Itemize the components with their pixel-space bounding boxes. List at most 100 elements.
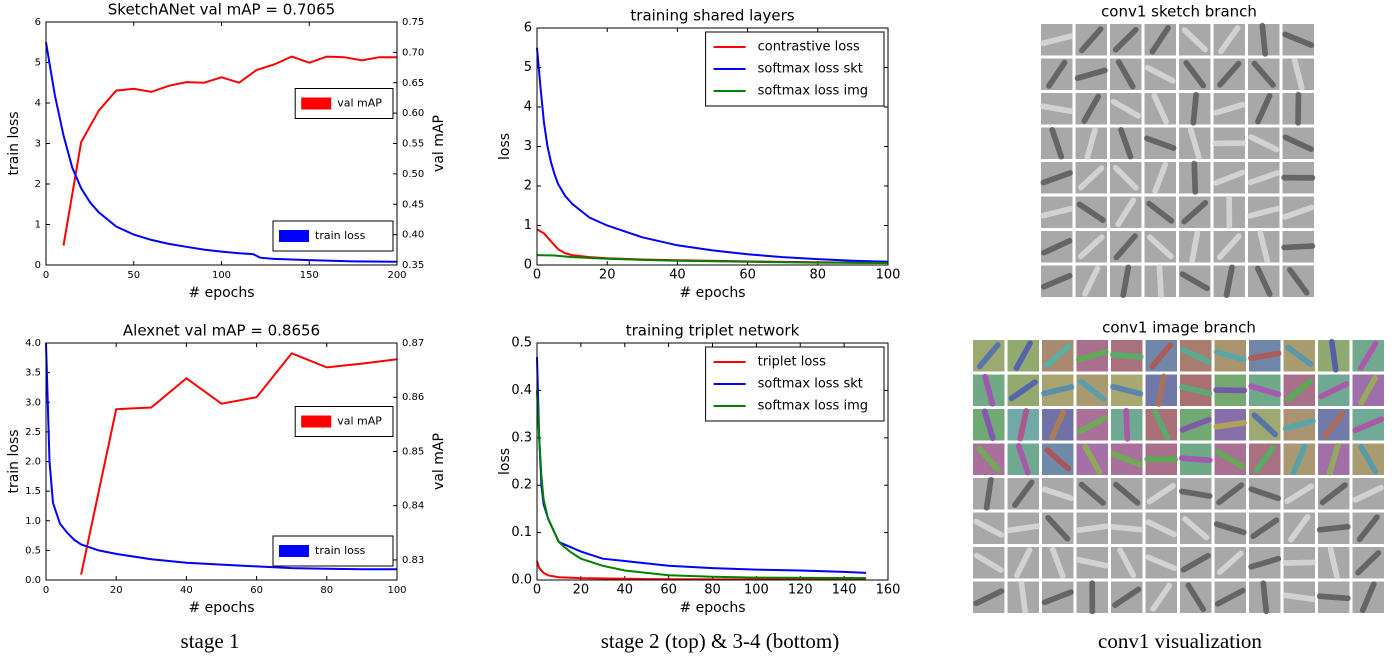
x-axis-label: # epochs xyxy=(679,285,745,301)
x-axis-label: # epochs xyxy=(679,600,745,616)
x-tick-label: 0 xyxy=(43,270,49,281)
y-axis-label: loss xyxy=(497,448,513,475)
x-tick-label: 40 xyxy=(669,268,686,283)
x-tick-label: 150 xyxy=(300,270,319,281)
y-tick-label: 1 xyxy=(35,220,41,231)
x-tick-label: 20 xyxy=(110,585,123,596)
caption: stage 2 (top) & 3-4 (bottom) xyxy=(601,629,840,653)
y2-tick-label: 0.65 xyxy=(402,78,424,89)
legend-swatch xyxy=(301,98,331,110)
filter-stroke xyxy=(1320,527,1348,530)
x-axis-label: # epochs xyxy=(188,600,254,616)
y-tick-label: 2.0 xyxy=(25,457,41,468)
y2-tick-label: 0.83 xyxy=(402,555,424,566)
grid-title: conv1 sketch branch xyxy=(1101,3,1257,21)
y-tick-label: 0.0 xyxy=(25,575,41,586)
y-tick-label: 4.0 xyxy=(25,338,41,349)
y-tick-label: 0.1 xyxy=(511,525,532,540)
legend-label: val mAP xyxy=(337,97,382,110)
x-tick-label: 60 xyxy=(660,583,677,598)
x-tick-label: 100 xyxy=(212,270,231,281)
y2-tick-label: 0.45 xyxy=(402,199,424,210)
y-axis-label: train loss xyxy=(6,429,22,493)
y-tick-label: 2.5 xyxy=(25,427,41,438)
x-tick-label: 20 xyxy=(599,268,616,283)
filter-stroke xyxy=(1113,527,1141,530)
y-tick-label: 1.0 xyxy=(25,516,41,527)
filter-grid xyxy=(1041,24,1314,297)
y-tick-label: 6 xyxy=(35,17,41,28)
y-tick-label: 0.5 xyxy=(511,336,532,351)
x-tick-label: 50 xyxy=(127,270,140,281)
x-tick-label: 0 xyxy=(43,585,49,596)
chart-title: training shared layers xyxy=(630,7,794,25)
y-tick-label: 0.2 xyxy=(511,478,532,493)
y-tick-label: 4 xyxy=(35,98,41,109)
filter-stroke xyxy=(1332,342,1336,370)
x-tick-label: 100 xyxy=(744,583,769,598)
x-tick-label: 80 xyxy=(320,585,333,596)
y-tick-label: 0.4 xyxy=(511,383,532,398)
y-tick-label: 0.5 xyxy=(25,545,41,556)
legend-swatch xyxy=(279,545,309,557)
y-tick-label: 5 xyxy=(35,58,41,69)
figure: stage 1 stage 2 (top) & 3-4 (bottom) con… xyxy=(0,0,1397,657)
filter-grid xyxy=(973,340,1384,613)
filter-stroke xyxy=(1113,355,1141,357)
y-axis-label: train loss xyxy=(6,111,22,175)
y2-tick-label: 0.50 xyxy=(402,169,424,180)
x-tick-label: 60 xyxy=(250,585,263,596)
x-tick-label: 80 xyxy=(704,583,721,598)
x-tick-label: 40 xyxy=(616,583,633,598)
filter-stroke xyxy=(1182,458,1210,460)
filter-stroke xyxy=(1262,26,1265,54)
y2-tick-label: 0.55 xyxy=(402,139,424,150)
filter-stroke xyxy=(1263,583,1266,611)
y2-tick-label: 0.85 xyxy=(402,446,424,457)
y-tick-label: 0.3 xyxy=(511,430,532,445)
x-axis-label: # epochs xyxy=(188,285,254,301)
legend-label: triplet loss xyxy=(758,355,826,370)
y-tick-label: 0 xyxy=(524,258,532,273)
legend-label: softmax loss img xyxy=(758,399,868,414)
x-tick-label: 140 xyxy=(832,583,857,598)
chart-title: training triplet network xyxy=(626,322,800,340)
x-tick-label: 0 xyxy=(533,583,541,598)
x-tick-label: 0 xyxy=(533,268,541,283)
x-tick-label: 100 xyxy=(387,585,406,596)
y-tick-label: 3 xyxy=(35,139,41,150)
chart-title: SketchANet val mAP = 0.7065 xyxy=(108,1,335,19)
series-line xyxy=(64,57,398,246)
y2-tick-label: 0.70 xyxy=(402,47,424,58)
y2-tick-label: 0.84 xyxy=(402,501,424,512)
grid-title: conv1 image branch xyxy=(1102,319,1256,337)
series-line xyxy=(46,343,397,569)
y2-tick-label: 0.35 xyxy=(402,260,424,271)
legend-label: train loss xyxy=(315,229,366,242)
caption: conv1 visualization xyxy=(1098,629,1262,653)
x-tick-label: 120 xyxy=(788,583,813,598)
filter-stroke xyxy=(1021,583,1025,611)
caption: stage 1 xyxy=(181,629,240,653)
y-tick-label: 2 xyxy=(35,179,41,190)
x-tick-label: 160 xyxy=(876,583,901,598)
y2-tick-label: 0.40 xyxy=(402,230,424,241)
filter-stroke xyxy=(1009,526,1037,530)
y-tick-label: 0 xyxy=(35,260,41,271)
y2-axis-label: val mAP xyxy=(431,115,447,172)
chart-title: Alexnet val mAP = 0.8656 xyxy=(123,322,320,340)
x-tick-label: 100 xyxy=(876,268,901,283)
x-tick-label: 60 xyxy=(739,268,756,283)
y2-tick-label: 0.60 xyxy=(402,108,424,119)
legend-label: softmax loss skt xyxy=(758,377,863,392)
x-tick-label: 20 xyxy=(573,583,590,598)
y-axis-label: loss xyxy=(497,133,513,160)
filter-stroke xyxy=(1216,423,1244,427)
filter-stroke xyxy=(1194,164,1195,192)
filter-stroke xyxy=(1285,595,1313,599)
y2-tick-label: 0.86 xyxy=(402,392,424,403)
y-tick-label: 0.0 xyxy=(511,573,532,588)
y-tick-label: 3.5 xyxy=(25,368,41,379)
y-tick-label: 5 xyxy=(524,60,532,75)
legend-swatch xyxy=(279,230,309,242)
